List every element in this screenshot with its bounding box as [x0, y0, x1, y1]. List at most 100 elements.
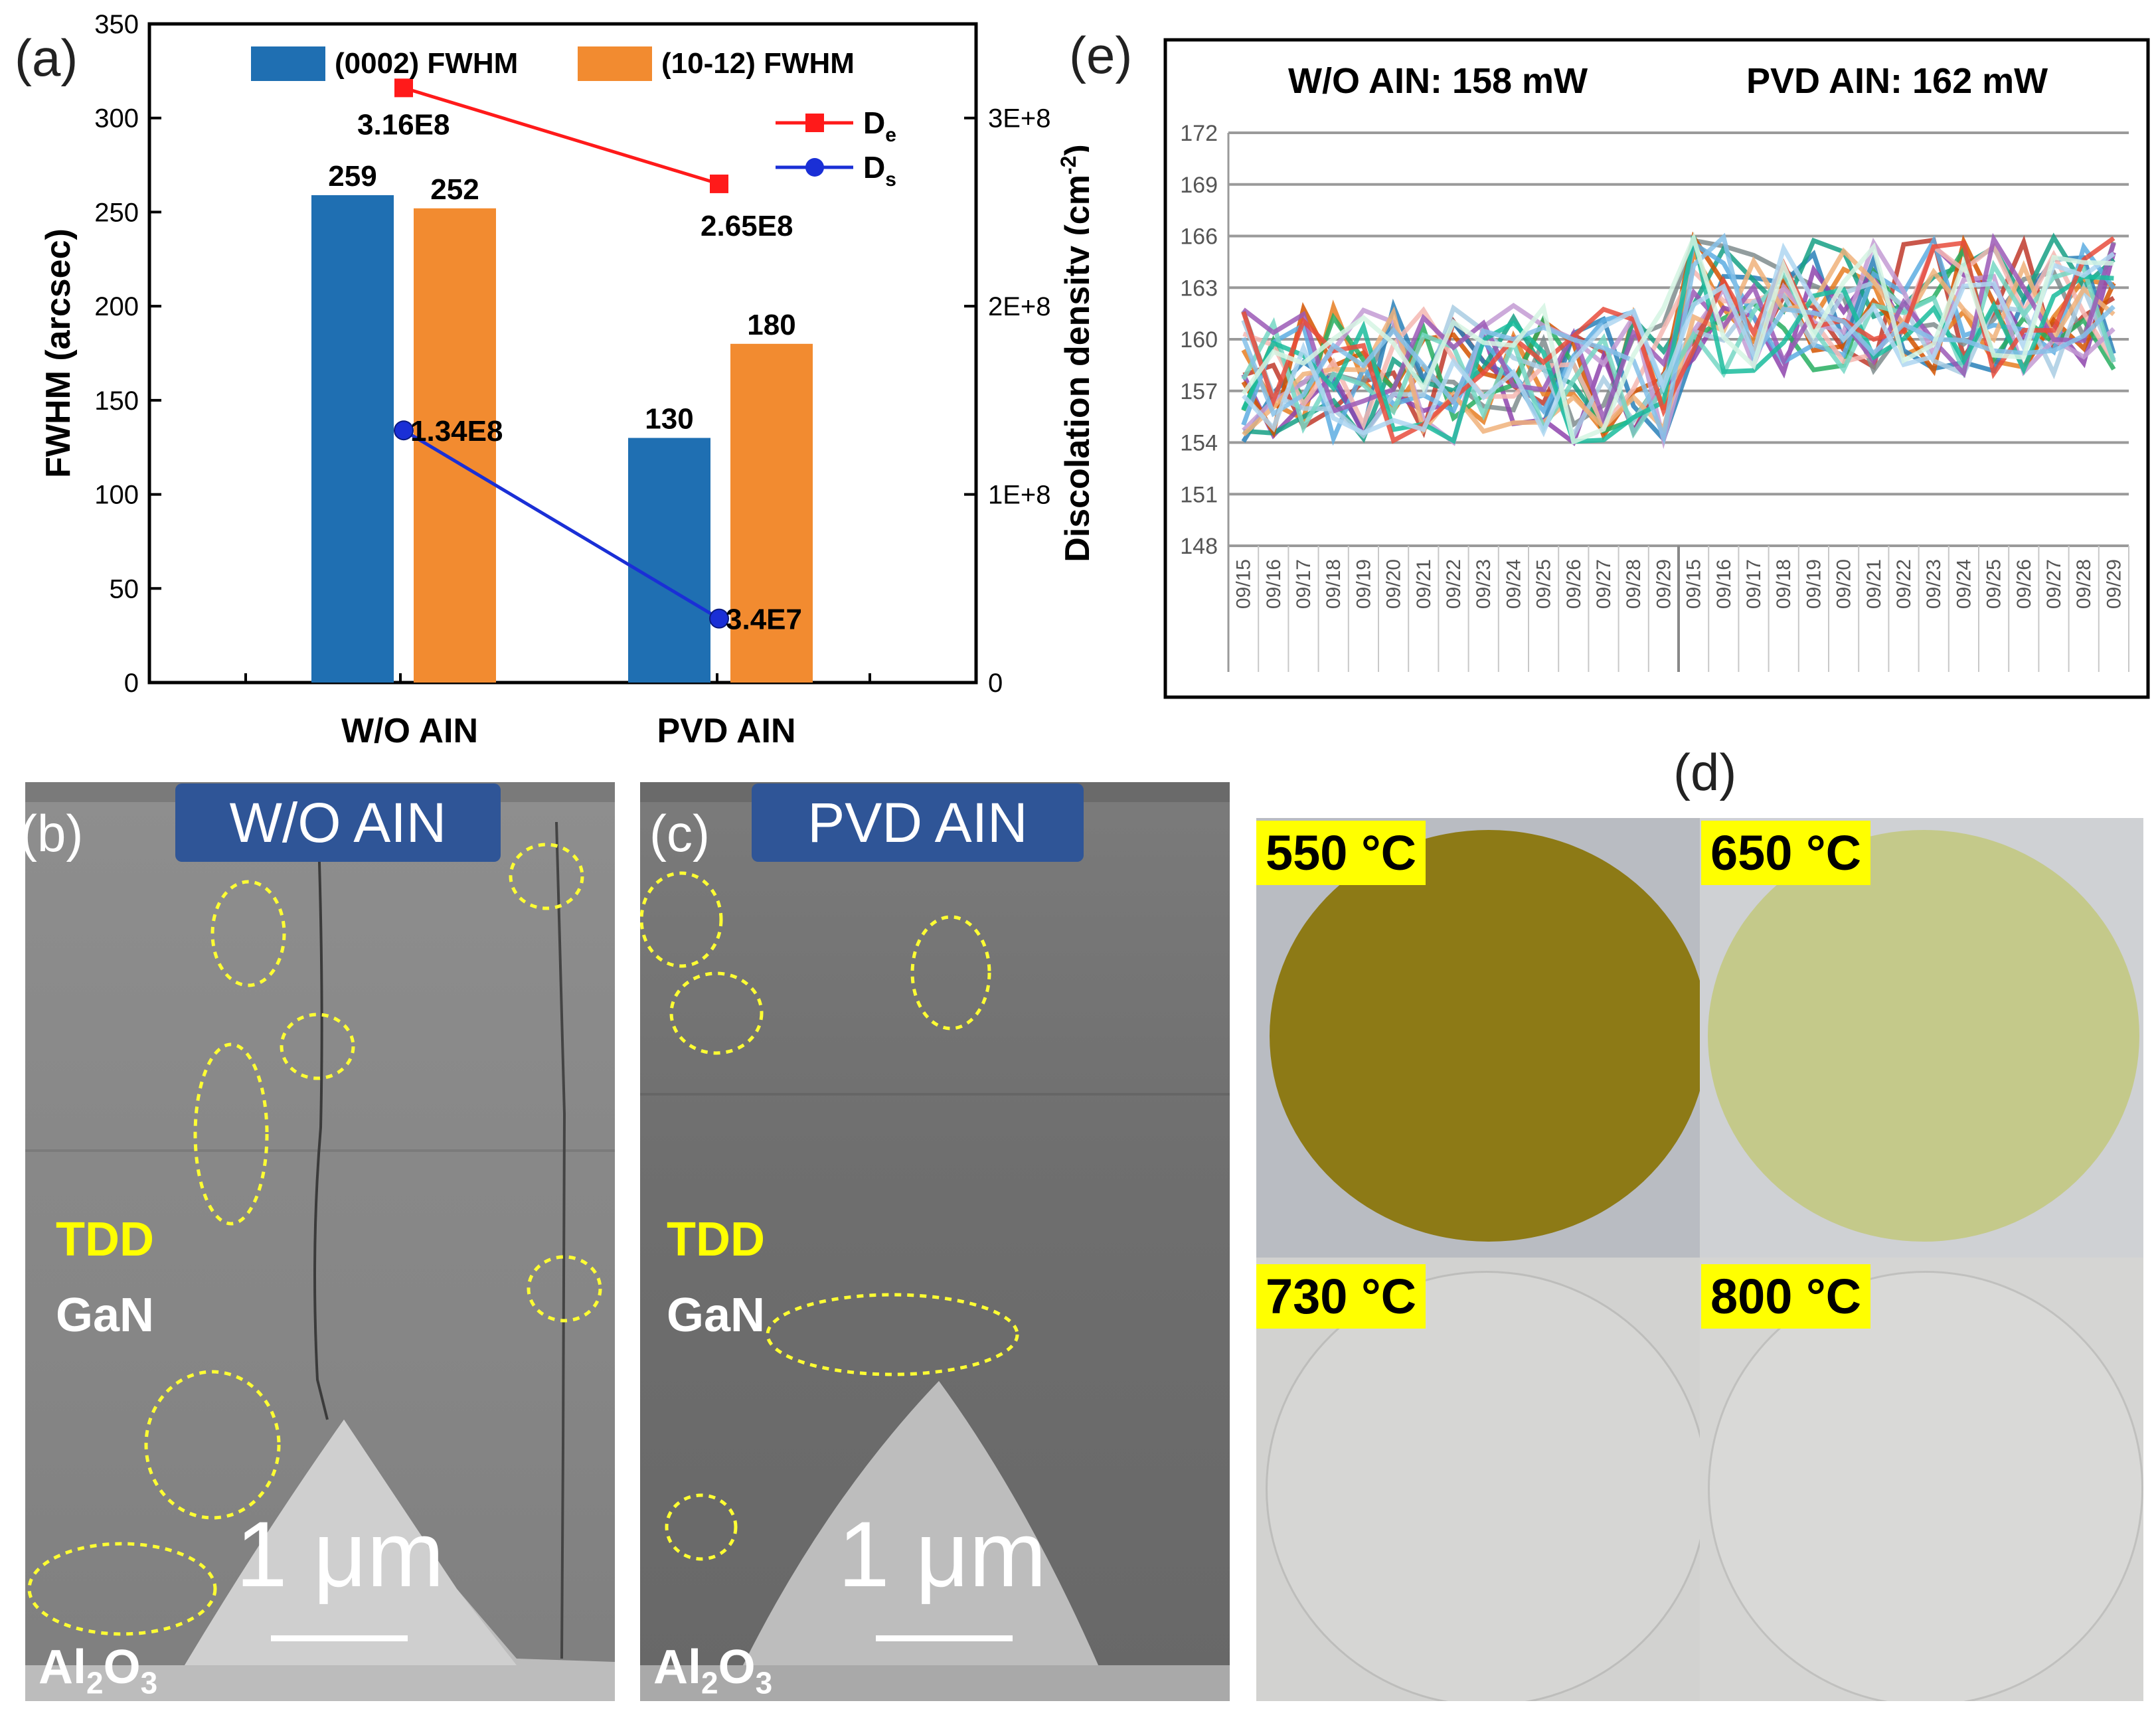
legend-line-label: Ds [863, 150, 896, 191]
panel-e-label: (e) [1069, 26, 1133, 84]
panel-c-scale-label: 1 μm [838, 1502, 1047, 1606]
wafer-temp-800: 800 °C [1701, 1264, 1871, 1329]
x-category-label: PVD AIN [657, 712, 796, 750]
legend-label: (0002) FWHM [335, 47, 518, 80]
x-tick-label-e: 09/24 [1503, 559, 1525, 609]
panel-c-label: (c) [649, 804, 710, 862]
y2-axis-label: Discolation density (cm-2) [1056, 144, 1089, 562]
panel-c-substrate-label: Al2O3 [653, 1641, 773, 1700]
bar-0002-1 [628, 438, 710, 683]
y-tick-label-e: 148 [1180, 534, 1218, 559]
x-tick-label-e: 09/19 [1803, 559, 1825, 609]
x-tick-label-e: 09/16 [1263, 559, 1285, 609]
marker-square [394, 78, 413, 98]
annotation-right: PVD AIN: 162 mW [1746, 61, 2048, 101]
x-category-label: W/O AIN [341, 712, 478, 750]
panel-b-substrate-label: Al2O3 [39, 1641, 158, 1700]
x-tick-label-e: 09/24 [1953, 559, 1975, 609]
x-tick-label-e: 09/18 [1773, 559, 1795, 609]
y-tick-label-e: 154 [1180, 431, 1218, 456]
x-tick-label-e: 09/28 [1623, 559, 1645, 609]
y-tick-label: 0 [124, 669, 139, 698]
legend-label: (10-12) FWHM [661, 47, 855, 80]
wafer-disc-800 [1708, 1271, 2143, 1701]
y2-tick-label: 3E+8 [988, 104, 1051, 133]
x-tick-label-e: 09/27 [2043, 559, 2065, 609]
wafer-disc-730 [1266, 1271, 1700, 1701]
x-tick-label-e: 09/29 [1653, 559, 1675, 609]
panel-a-label: (a) [15, 29, 78, 87]
panel-c-gan-label: GaN [667, 1289, 766, 1342]
x-tick-label-e: 09/23 [1473, 559, 1495, 609]
y-tick-label: 250 [94, 198, 139, 227]
bar-1012-1 [730, 343, 813, 683]
x-tick-label-e: 09/15 [1683, 559, 1705, 609]
x-tick-label-e: 09/26 [2013, 559, 2035, 609]
marker-circle [709, 608, 729, 629]
x-tick-label-e: 09/21 [1413, 559, 1435, 609]
tem-image-pvd-ain [640, 782, 1230, 1701]
x-tick-label-e: 09/22 [1893, 559, 1915, 609]
y-tick-label: 100 [94, 481, 139, 510]
x-tick-label-e: 09/20 [1833, 559, 1855, 609]
x-tick-label-e: 09/23 [1923, 559, 1945, 609]
y-tick-label: 350 [94, 10, 139, 39]
series-line-e [1241, 236, 2114, 445]
y-tick-label-e: 169 [1180, 173, 1218, 198]
bar-value-label: 259 [328, 160, 376, 193]
panel-b-gan-label: GaN [56, 1289, 155, 1342]
wafer-photo-730 [1256, 1258, 1700, 1701]
wafer-disc-650 [1708, 830, 2139, 1242]
wafer-photo-650 [1700, 818, 2143, 1258]
panel-c-tdd-label: TDD [667, 1213, 765, 1266]
annotation-left: W/O AIN: 158 mW [1288, 61, 1588, 101]
legend-line-label: De [863, 106, 896, 146]
wafer-temp-550: 550 °C [1256, 821, 1426, 886]
x-tick-label-e: 09/19 [1353, 559, 1374, 609]
y2-tick-label: 0 [988, 669, 1003, 698]
y2-tick-label: 1E+8 [988, 481, 1051, 510]
x-tick-label-e: 09/25 [1983, 559, 2005, 609]
line-value-label: 2.65E8 [701, 210, 793, 242]
y-tick-label: 150 [94, 386, 139, 416]
panel-a-chart: 0 50 100 150 200 250 300 350 0 1E+8 2E+8 3E+8 FWHM (… [39, 10, 1089, 750]
legend-swatch [251, 46, 325, 81]
y-axis-label: FWHM (arcsec) [39, 228, 78, 478]
x-tick-label-e: 09/16 [1713, 559, 1735, 609]
x-tick-label-e: 09/28 [2073, 559, 2095, 609]
bar-value-label: 130 [645, 403, 693, 436]
legend-marker [805, 158, 824, 177]
legend-swatch [578, 46, 652, 81]
panel-b-title: W/O AIN [175, 783, 501, 862]
panel-b-tdd-label: TDD [56, 1213, 154, 1266]
wafer-photo-550 [1256, 818, 1700, 1258]
y-tick-label: 50 [110, 574, 139, 604]
y-tick-label-e: 166 [1180, 224, 1218, 250]
line-s [402, 429, 720, 620]
y-tick-label: 300 [94, 104, 139, 133]
series-line-e [1241, 231, 2114, 446]
y-tick-label-e: 151 [1180, 482, 1218, 507]
bar-value-label: 180 [747, 309, 795, 341]
x-tick-label-e: 09/27 [1593, 559, 1615, 609]
y-tick-label-e: 172 [1180, 121, 1218, 146]
y-tick-label: 200 [94, 292, 139, 321]
x-tick-label-e: 09/29 [2103, 559, 2125, 609]
wafer-disc-550 [1270, 830, 1700, 1242]
wafer-temp-730: 730 °C [1256, 1264, 1426, 1329]
wafer-temp-650: 650 °C [1701, 821, 1871, 886]
marker-circle [394, 420, 414, 441]
x-tick-label-e: 09/22 [1443, 559, 1465, 609]
line-value-label: 3.16E8 [357, 108, 450, 141]
tem-image-pvd-ain-drawing [640, 782, 1230, 1701]
panel-d-label: (d) [1673, 743, 1737, 801]
series-line-e [1242, 247, 2115, 437]
line-e [403, 86, 720, 186]
y-tick-label-e: 163 [1180, 276, 1218, 301]
panel-e-chart: W/O AIN: 158 mW PVD AIN: 162 mW 148 151 154 1… [1163, 38, 2150, 699]
bar-value-label: 252 [430, 173, 479, 206]
axes-frame-a [147, 22, 978, 685]
legend-marker [805, 114, 824, 132]
x-tick-label-e: 09/26 [1563, 559, 1585, 609]
panel-c-title: PVD AIN [752, 783, 1084, 862]
